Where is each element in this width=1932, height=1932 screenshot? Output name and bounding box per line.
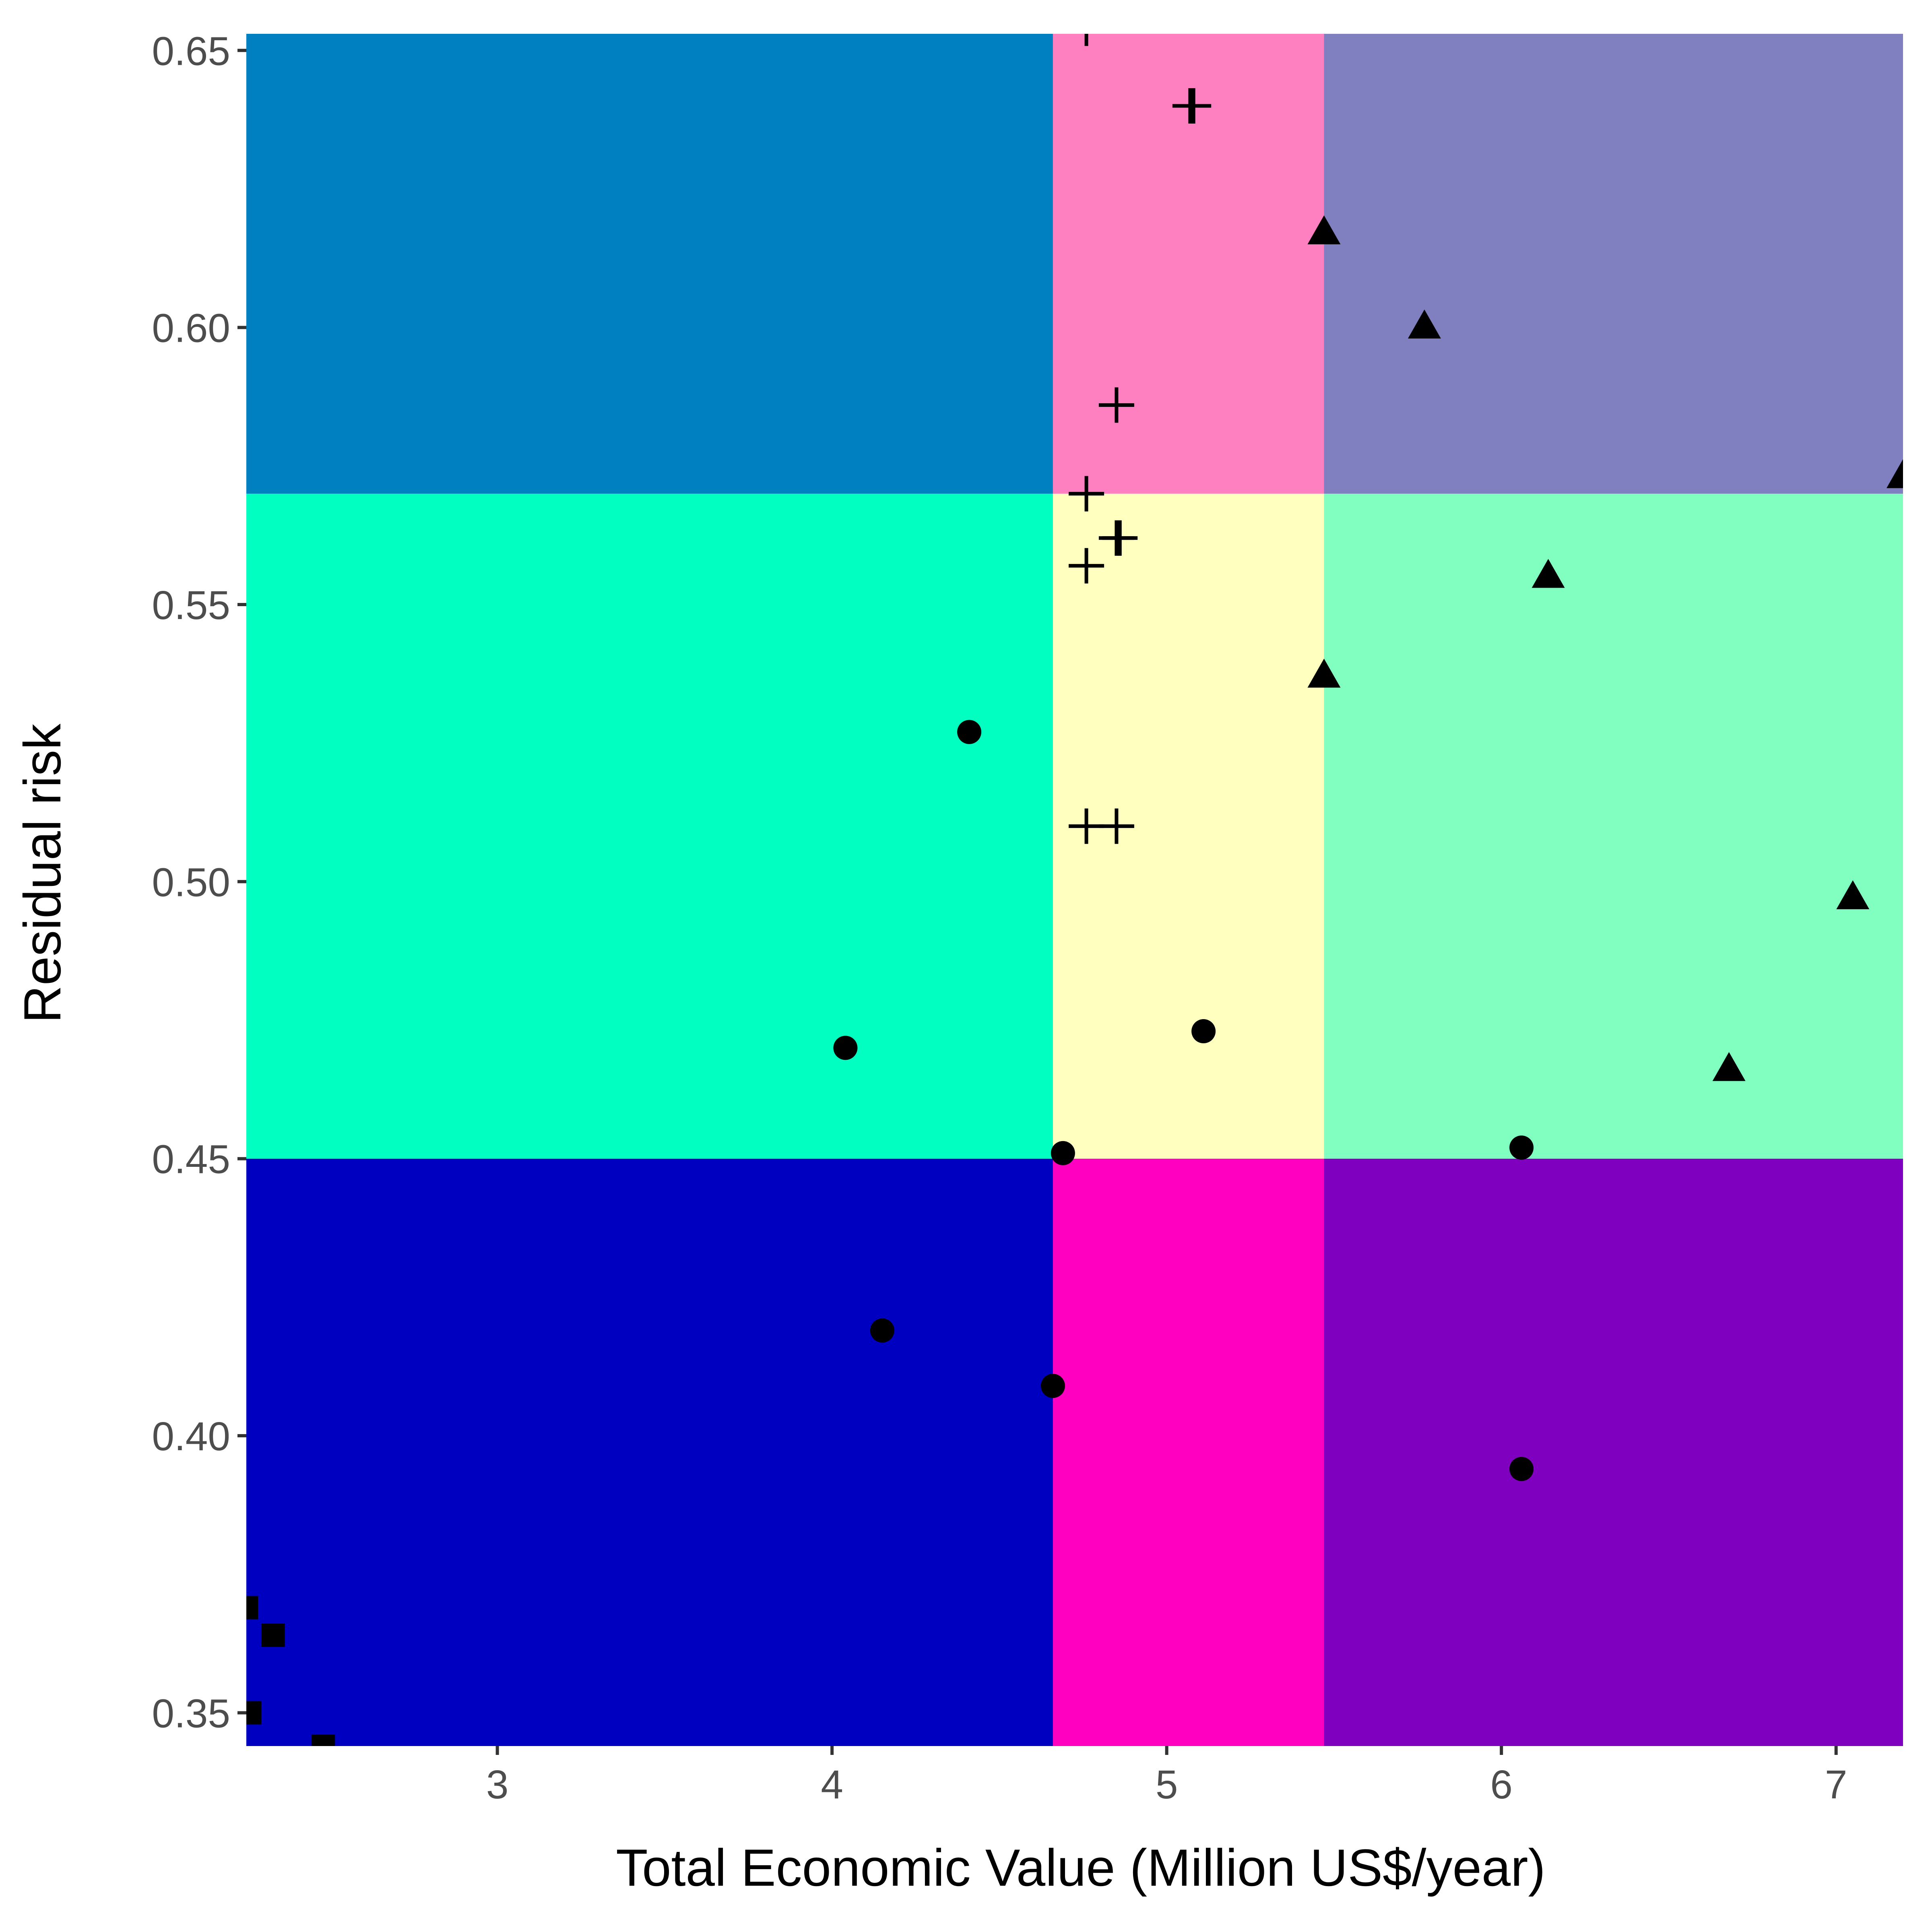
- background-region: [246, 34, 1053, 494]
- y-axis: 0.35 0.40 0.45 0.50 0.55 0.60 0.65: [152, 29, 246, 1736]
- data-point-plus: [1069, 808, 1104, 844]
- data-point-triangle: [1408, 310, 1441, 339]
- data-point-plus: [1098, 808, 1134, 844]
- y-tick-label: 0.65: [152, 29, 230, 74]
- data-point-square: [246, 1701, 262, 1725]
- y-tick-label: 0.55: [152, 583, 230, 628]
- data-point-circle: [833, 1036, 858, 1060]
- background-region: [1324, 34, 1903, 494]
- background-region: [1324, 1158, 1903, 1746]
- data-point-circle: [1051, 1141, 1075, 1165]
- y-tick-label: 0.40: [152, 1414, 230, 1459]
- data-point-circle: [1509, 1135, 1534, 1160]
- data-point-circle: [957, 720, 982, 744]
- y-tick-label: 0.50: [152, 860, 230, 905]
- data-point-circle: [1509, 1457, 1534, 1481]
- x-axis: 3 4 5 6 7: [486, 1746, 1847, 1807]
- data-point-circle: [870, 1318, 894, 1343]
- data-point-square: [246, 1596, 258, 1619]
- background-region: [1324, 493, 1903, 1159]
- data-point-square: [261, 1623, 285, 1647]
- data-point-triangle: [1712, 1052, 1746, 1081]
- background-regions: [246, 34, 1903, 1746]
- data-point-plus: [1176, 88, 1212, 124]
- data-points: [246, 34, 1903, 1746]
- data-point-triangle: [1307, 658, 1341, 688]
- data-point-plus: [1069, 476, 1104, 512]
- data-point-plus: [1069, 548, 1104, 584]
- data-point-square: [312, 1734, 335, 1746]
- y-tick-label: 0.60: [152, 306, 230, 351]
- x-tick-label: 4: [821, 1762, 843, 1807]
- x-tick-label: 5: [1156, 1762, 1178, 1807]
- x-tick-label: 6: [1490, 1762, 1513, 1807]
- x-tick-label: 7: [1825, 1762, 1847, 1807]
- data-point-triangle: [1307, 215, 1341, 244]
- data-point-plus: [1102, 520, 1138, 556]
- background-region: [246, 1158, 1053, 1746]
- data-point-triangle: [1836, 880, 1870, 910]
- x-tick-label: 3: [486, 1762, 509, 1807]
- y-tick-label: 0.35: [152, 1691, 230, 1736]
- y-tick-label: 0.45: [152, 1137, 230, 1182]
- data-point-triangle: [1532, 559, 1565, 588]
- data-point-circle: [1191, 1019, 1216, 1044]
- y-axis-title: Residual risk: [13, 723, 72, 1023]
- x-axis-title: Total Economic Value (Million US$/year): [616, 1838, 1546, 1897]
- data-point-circle: [1040, 1374, 1065, 1398]
- background-region: [1053, 1158, 1324, 1746]
- data-point-plus: [1098, 387, 1134, 423]
- data-point-triangle: [1887, 459, 1903, 488]
- background-region: [246, 493, 1053, 1159]
- data-point-plus: [1084, 34, 1088, 46]
